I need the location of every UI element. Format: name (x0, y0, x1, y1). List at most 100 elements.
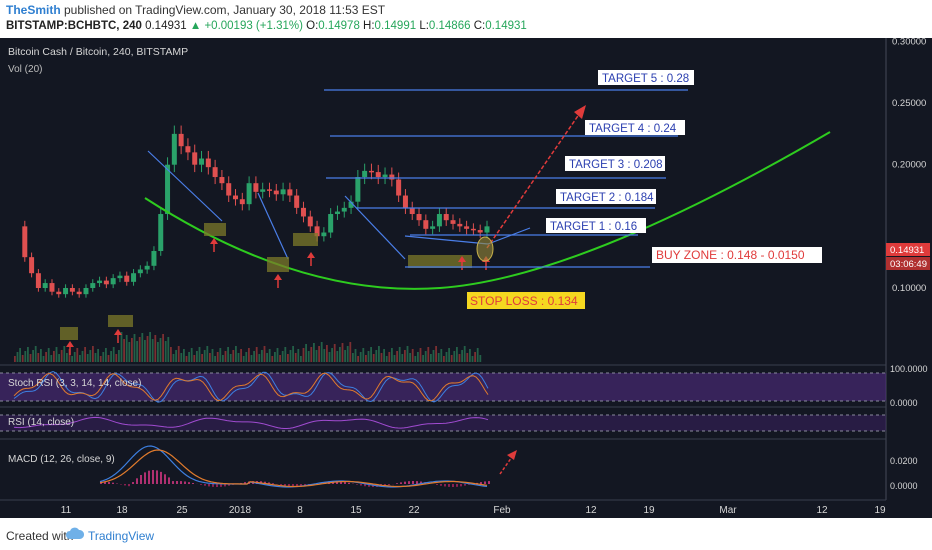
candle-body-14 (110, 278, 116, 285)
target-box-1 (546, 218, 646, 233)
macd-histogram (100, 470, 490, 487)
price-tick-0: 0.30000 (892, 38, 926, 47)
macd-bar-200 (200, 484, 202, 485)
candle-body-27 (199, 158, 205, 165)
volume-bar-121 (328, 352, 331, 362)
stoch-k-line (13, 371, 489, 403)
volume-bar-16 (55, 347, 58, 362)
macd-bar-140 (140, 475, 142, 484)
symbol-label: BITSTAMP:BCHBTC, 240 (6, 20, 142, 32)
candle-body-47 (334, 211, 340, 215)
volume-bar-156 (419, 348, 422, 362)
volume-bar-83 (229, 354, 232, 362)
macd-bar-356 (356, 484, 358, 485)
macd-bar-156 (156, 470, 158, 484)
macd-bar-456 (456, 484, 458, 487)
target-box-2 (556, 189, 656, 204)
volume-bar-7 (32, 350, 34, 362)
time-tick-0: 11 (61, 505, 72, 516)
candle-body-20 (151, 251, 157, 266)
candle-body-61 (430, 226, 436, 229)
volume-bar-147 (396, 351, 398, 362)
volume-bar-14 (50, 355, 53, 362)
volume-bar-80 (222, 355, 224, 362)
countdown-tag (886, 257, 930, 270)
volume-bar-135 (365, 355, 367, 362)
volume-bar-45 (131, 338, 133, 362)
volume-bar-24 (76, 348, 79, 362)
tradingview-cloud-icon[interactable] (66, 527, 84, 541)
volume-bar-97 (266, 353, 268, 362)
volume-bar-122 (331, 348, 333, 362)
candle-body-7 (63, 288, 69, 295)
macd-bar-148 (148, 470, 150, 484)
volume-bar-70 (196, 351, 198, 362)
volume-bar-153 (411, 349, 414, 362)
volume-bar-136 (367, 351, 370, 362)
macd-bar-172 (172, 481, 174, 484)
open-label: O: (306, 20, 319, 32)
candle-body-66 (464, 226, 470, 229)
stoch-rsi-title: Stoch RSI (3, 3, 14, 14, close) (8, 378, 141, 389)
volume-bar-146 (393, 355, 396, 362)
stop-loss-label: STOP LOSS : 0.134 (470, 294, 578, 308)
volume-bar-176 (471, 356, 474, 362)
volume-bar-120 (326, 345, 328, 362)
stop-loss-box (467, 292, 585, 309)
last-price-tag-text: 0.14931 (890, 245, 924, 256)
volume-bar-41 (120, 332, 123, 362)
volume-bar-35 (105, 348, 107, 362)
volume-bar-3 (21, 355, 24, 362)
macd-bar-288 (288, 484, 290, 487)
volume-bar-117 (318, 346, 320, 362)
macd-bar-216 (216, 484, 218, 487)
candle-body-31 (226, 183, 232, 196)
volume-bar-125 (339, 347, 341, 362)
volume-bar-105 (287, 354, 289, 362)
volume-bar-56 (159, 338, 162, 362)
tradingview-link[interactable]: TradingView (88, 529, 155, 543)
macd-bar-336 (336, 481, 338, 484)
chart-svg[interactable]: Bitcoin Cash / Bitcoin, 240, BITSTAMP Vo… (0, 36, 932, 518)
open-value: 0.14978 (318, 20, 360, 32)
macd-bar-228 (228, 484, 230, 486)
macd-bar-112 (112, 482, 114, 484)
volume-bar-132 (357, 356, 359, 362)
volume-bar-15 (53, 351, 55, 362)
volume-bar-162 (435, 346, 437, 362)
volume-bar-1 (16, 352, 19, 362)
author-link[interactable]: TheSmith (6, 3, 61, 17)
macd-bar-264 (264, 481, 266, 484)
candle-body-32 (233, 195, 239, 200)
volume-bar-127 (344, 350, 346, 362)
volume-bar-179 (479, 355, 482, 362)
volume-bar-77 (214, 356, 216, 362)
macd-bar-488 (488, 481, 490, 484)
macd-bar-204 (204, 484, 206, 486)
time-tick-2: 25 (176, 505, 188, 516)
volume-bar-27 (84, 347, 86, 362)
macd-bar-284 (284, 484, 286, 486)
candle-body-48 (341, 207, 347, 212)
volume-bar-49 (141, 333, 144, 362)
target-box-3 (565, 156, 665, 171)
candle-body-4 (42, 283, 48, 288)
low-value: 0.14866 (428, 20, 471, 32)
volume-bar-109 (297, 349, 300, 362)
candle-body-12 (97, 280, 103, 284)
macd-bar-412 (412, 481, 414, 484)
volume-bar-43 (125, 335, 128, 362)
macd-bar-484 (484, 481, 486, 484)
volume-bar-177 (474, 352, 476, 362)
volume-bar-4 (24, 351, 27, 362)
support-box-4 (293, 233, 318, 246)
time-tick-5: 15 (350, 505, 362, 516)
volume-bar-68 (190, 348, 193, 362)
macd-arrowhead (507, 450, 517, 460)
candle-body-67 (470, 228, 476, 231)
volume-bar-47 (136, 341, 138, 362)
time-tick-6: 22 (408, 505, 420, 516)
volume-bar-124 (336, 351, 339, 362)
volume-bar-114 (310, 347, 313, 362)
chart-area[interactable]: Bitcoin Cash / Bitcoin, 240, BITSTAMP Vo… (0, 36, 932, 518)
